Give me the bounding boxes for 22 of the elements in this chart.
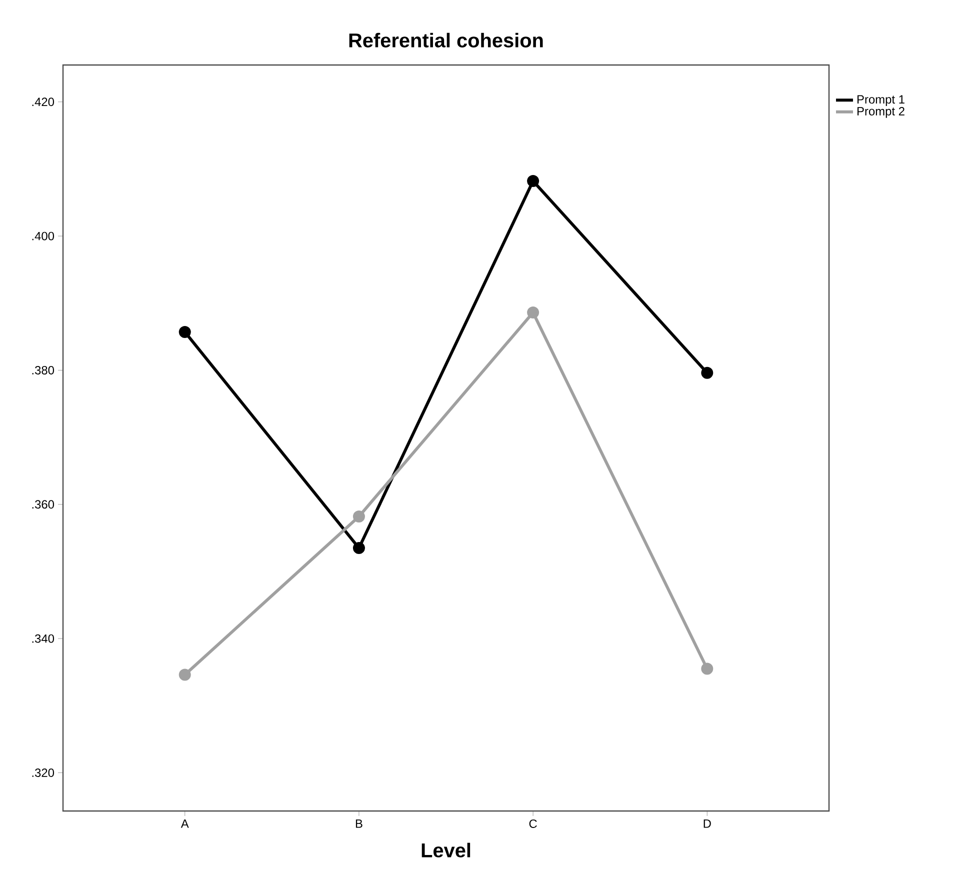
point xyxy=(178,326,191,338)
y-tick-label: .340 xyxy=(32,634,54,643)
point xyxy=(178,668,191,681)
y-tick-label: .360 xyxy=(32,500,54,509)
y-tick-label: .400 xyxy=(32,232,54,240)
y-tick-label: .380 xyxy=(32,366,54,374)
point xyxy=(701,662,714,675)
y-tick-label: .320 xyxy=(32,768,54,777)
x-tick-label: D xyxy=(704,820,711,828)
point xyxy=(352,510,365,522)
y-tick-label: .420 xyxy=(32,98,54,106)
x-tick-label: B xyxy=(356,820,362,828)
point xyxy=(352,542,365,554)
point xyxy=(701,366,714,379)
legend-label: Prompt 2 xyxy=(857,106,904,118)
x-axis-title: Level xyxy=(422,842,470,858)
chart-title: Referential cohesion xyxy=(349,32,543,48)
x-tick-label: C xyxy=(529,820,537,828)
point xyxy=(527,306,540,319)
legend-label: Prompt 1 xyxy=(857,95,904,106)
x-tick-label: A xyxy=(180,820,189,828)
point xyxy=(527,175,540,188)
